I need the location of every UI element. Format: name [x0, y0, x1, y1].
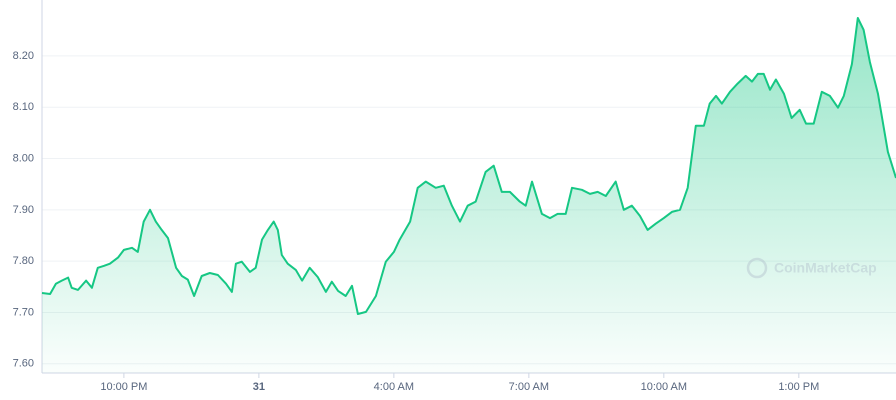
watermark: CoinMarketCap: [746, 257, 877, 279]
x-tick-label: 1:00 PM: [778, 381, 819, 393]
y-tick-label: 8.00: [13, 152, 34, 164]
y-tick-label: 7.60: [13, 358, 34, 370]
watermark-text: CoinMarketCap: [774, 260, 877, 276]
y-tick-label: 7.70: [13, 306, 34, 318]
y-tick-label: 8.10: [13, 101, 34, 113]
watermark-logo: [746, 257, 768, 279]
y-tick-label: 8.20: [13, 50, 34, 62]
x-tick-label: 10:00 PM: [100, 381, 147, 393]
y-tick-label: 7.90: [13, 204, 34, 216]
x-tick-label: 4:00 AM: [374, 381, 414, 393]
y-tick-label: 7.80: [13, 255, 34, 267]
x-tick-label: 7:00 AM: [509, 381, 549, 393]
x-tick-label: 10:00 AM: [641, 381, 687, 393]
area: [42, 18, 896, 373]
x-tick-label: 31: [253, 381, 265, 393]
price-line: [41, 17, 896, 315]
